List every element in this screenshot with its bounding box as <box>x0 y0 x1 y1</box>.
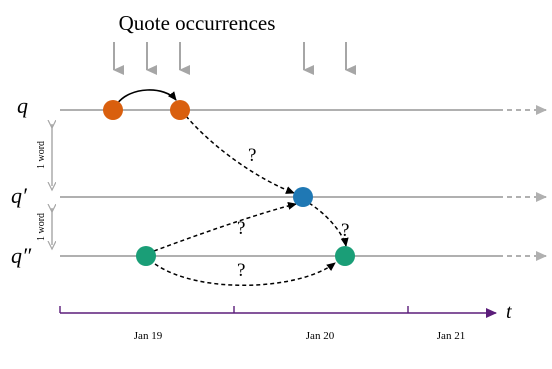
edge-q-double-prime-within <box>154 262 336 287</box>
date-label-jan-19: Jan 19 <box>134 330 163 342</box>
node-q-first <box>103 100 123 120</box>
time-axis <box>59 306 497 318</box>
time-axis-label: t <box>506 301 512 323</box>
question-mark: ? <box>341 220 349 241</box>
question-mark: ? <box>237 218 245 239</box>
edge-q-to-q-prime <box>185 115 295 194</box>
question-mark: ? <box>248 145 256 166</box>
node-q-double-prime-first <box>136 246 156 266</box>
word-distance-label: 1 word <box>36 213 47 241</box>
node-q-double-prime-second <box>335 246 355 266</box>
node-q-prime <box>293 187 313 207</box>
node-q-second <box>170 100 190 120</box>
diagram-title: Quote occurrences <box>119 11 276 35</box>
occurrence-arrows <box>113 42 356 75</box>
word-distance-label: 1 word <box>36 141 47 169</box>
row-label-q-double-prime: q″ <box>11 243 32 268</box>
edge-q-first-to-q-second <box>116 89 177 105</box>
edge-q-prime-to-q-double-prime <box>308 202 349 247</box>
edge-q-double-prime-to-q-prime <box>153 201 297 252</box>
row-label-q-prime: q′ <box>11 183 28 208</box>
row-label-q: q <box>17 93 28 118</box>
date-label-jan-21: Jan 21 <box>437 330 465 342</box>
question-mark: ? <box>237 260 245 281</box>
timelines <box>60 105 547 261</box>
date-label-jan-20: Jan 20 <box>306 330 335 342</box>
